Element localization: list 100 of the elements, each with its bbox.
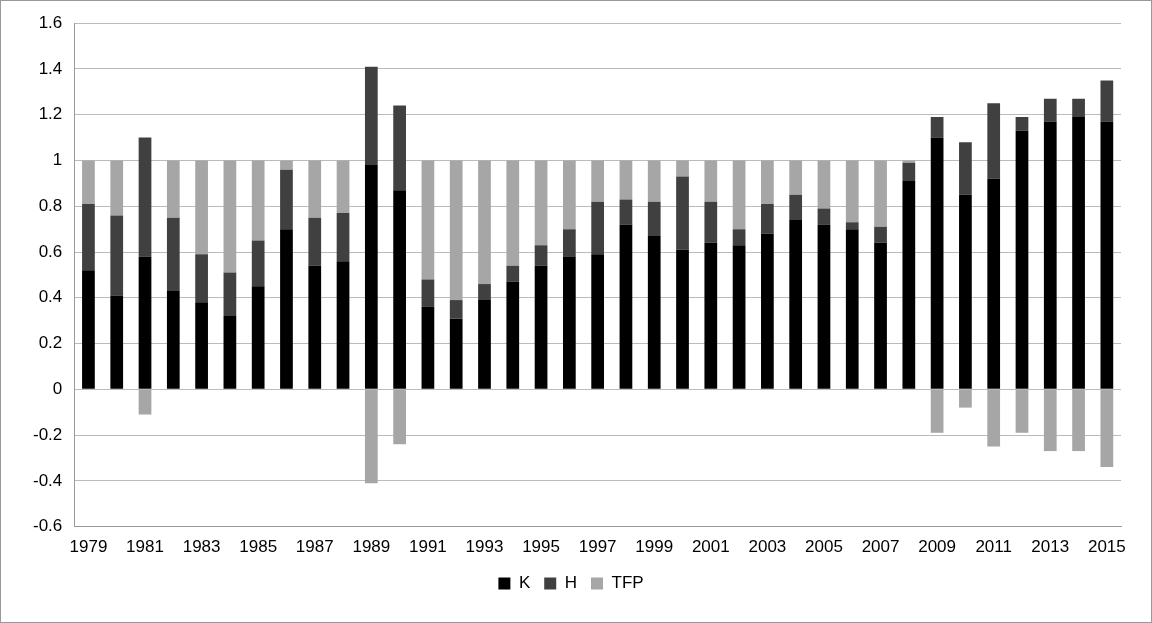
bar	[166, 217, 180, 291]
bar	[591, 160, 605, 202]
bar	[364, 389, 378, 484]
bar	[421, 160, 435, 280]
bar	[506, 281, 520, 389]
bar	[562, 229, 576, 257]
bar	[308, 217, 322, 266]
bar	[393, 105, 406, 191]
bar	[676, 176, 689, 250]
bar	[1100, 389, 1114, 468]
bar	[789, 194, 803, 220]
bar	[704, 160, 718, 202]
bar	[223, 316, 237, 389]
bar	[902, 160, 916, 163]
bar	[676, 160, 689, 177]
x-tick-label: 2007	[861, 537, 900, 557]
bar	[251, 286, 265, 389]
x-tick-label: 2005	[805, 537, 843, 557]
bar	[1100, 80, 1114, 122]
bar	[732, 160, 746, 230]
y-tick-label: 0.2	[38, 333, 63, 353]
legend-label: H	[564, 573, 578, 593]
x-tick-label: 2015	[1087, 537, 1126, 557]
bar	[1072, 98, 1085, 118]
bar	[1100, 121, 1114, 389]
bar	[959, 194, 972, 389]
bar	[817, 160, 831, 209]
x-tick-label: 1983	[182, 537, 221, 557]
bar	[845, 229, 859, 389]
bar	[1072, 389, 1085, 452]
bar	[336, 213, 350, 262]
bar	[138, 389, 152, 415]
x-tick-label: 1981	[126, 537, 164, 557]
bar	[676, 249, 689, 389]
x-tick-label: 1989	[352, 537, 391, 557]
y-tick-label: 1.6	[38, 12, 63, 32]
y-tick-label: 1	[52, 150, 63, 170]
bar	[336, 160, 350, 214]
bar	[82, 203, 95, 271]
bar	[732, 245, 746, 389]
bar	[591, 201, 605, 255]
bar	[82, 270, 95, 389]
bar	[817, 224, 831, 389]
bar	[789, 219, 803, 389]
bar	[421, 306, 435, 389]
bar	[987, 178, 1001, 389]
bar	[110, 295, 124, 389]
bar	[902, 181, 916, 389]
bar	[534, 265, 548, 389]
bar	[421, 279, 435, 307]
x-tick-label: 1999	[635, 537, 674, 557]
bar	[280, 229, 293, 389]
y-tick-label: 1.4	[38, 58, 63, 78]
bar	[930, 137, 944, 389]
x-tick-label: 1979	[69, 537, 108, 557]
x-tick-label: 1987	[295, 537, 334, 557]
bar	[874, 242, 887, 389]
x-tick-label: 2013	[1031, 537, 1070, 557]
bar	[534, 160, 548, 246]
x-tick-label: 1985	[239, 537, 278, 557]
bar	[364, 66, 378, 166]
x-tick-label: 1991	[409, 537, 447, 557]
bar	[1015, 130, 1029, 389]
bar	[647, 160, 661, 202]
bar	[930, 117, 944, 138]
bar	[223, 160, 237, 273]
bar	[930, 389, 944, 433]
y-tick-label: 0.6	[38, 241, 63, 261]
y-tick-label: 0.8	[38, 195, 63, 215]
bar	[393, 190, 406, 389]
x-tick-label: 2011	[975, 537, 1012, 557]
bar	[1043, 121, 1057, 389]
x-tick-label: 1995	[522, 537, 560, 557]
bar	[110, 160, 124, 216]
bar	[195, 254, 208, 303]
bar	[166, 160, 180, 218]
x-tick-label: 2009	[918, 537, 957, 557]
bar	[478, 300, 491, 389]
bar	[251, 240, 265, 287]
bar	[195, 160, 208, 255]
bar	[619, 160, 633, 200]
bar	[562, 160, 576, 230]
bar	[817, 208, 831, 225]
bar	[704, 242, 718, 389]
bar	[449, 318, 463, 389]
bar	[902, 162, 916, 182]
bar	[449, 300, 463, 319]
bar	[308, 265, 322, 389]
bar	[1072, 117, 1085, 389]
bar	[393, 389, 406, 445]
bar	[506, 160, 520, 266]
bar	[138, 256, 152, 389]
y-tick-label: -0.2	[33, 424, 63, 444]
y-tick-label: 0	[52, 379, 63, 398]
bar	[1043, 98, 1057, 122]
bar	[138, 137, 152, 257]
bar	[732, 229, 746, 246]
x-tick-label: 2001	[691, 537, 730, 557]
bar	[1015, 389, 1029, 433]
bar	[449, 160, 463, 301]
